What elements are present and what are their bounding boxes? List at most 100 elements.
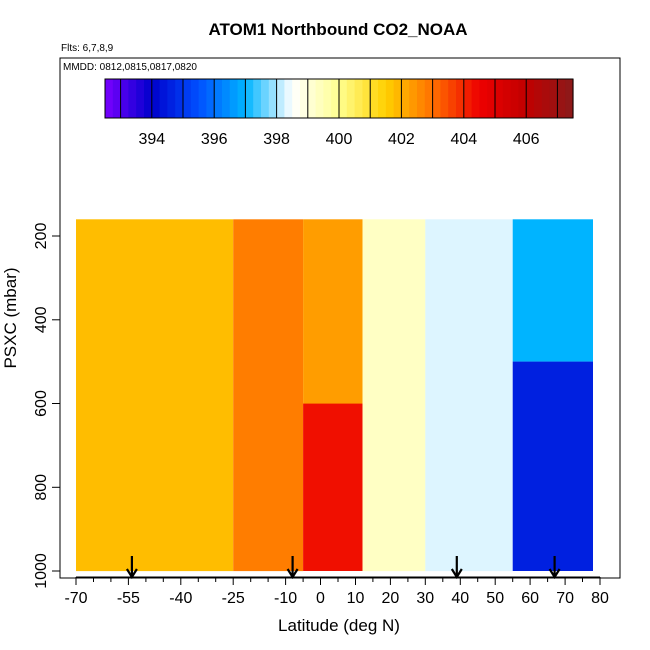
profile-arrow-head bbox=[450, 568, 463, 580]
colorbar-segment bbox=[495, 79, 504, 118]
y-tick-label: 1000 bbox=[33, 553, 50, 589]
colorbar-segment bbox=[502, 79, 512, 118]
colorbar-segment bbox=[206, 79, 215, 118]
heatmap-cell bbox=[233, 219, 304, 572]
colorbar-segment bbox=[120, 79, 129, 118]
colorbar-segment bbox=[385, 79, 395, 118]
colorbar-segment bbox=[268, 79, 278, 118]
colorbar-segment bbox=[354, 79, 363, 118]
colorbar-segment bbox=[167, 79, 176, 118]
colorbar-frame bbox=[104, 78, 574, 119]
colorbar bbox=[104, 78, 574, 119]
y-axis-label: PSXC (mbar) bbox=[1, 267, 20, 368]
x-tick-label: 10 bbox=[347, 590, 365, 607]
chart-title: ATOM1 Northbound CO2_NOAA bbox=[208, 20, 467, 39]
colorbar-segment bbox=[300, 79, 309, 118]
colorbar-tick-label: 398 bbox=[263, 131, 290, 148]
x-tick-label: 20 bbox=[382, 590, 400, 607]
x-tick-label: 70 bbox=[556, 590, 574, 607]
x-tick-label: 80 bbox=[591, 590, 609, 607]
colorbar-segment bbox=[190, 79, 200, 118]
profile-arrow-head bbox=[286, 568, 299, 580]
colorbar-segment bbox=[463, 79, 473, 118]
x-tick-label: 30 bbox=[416, 590, 434, 607]
colorbar-segment bbox=[401, 79, 410, 118]
colorbar-segment bbox=[479, 79, 488, 118]
colorbar-segment bbox=[534, 79, 543, 118]
x-tick-label: 40 bbox=[451, 590, 469, 607]
x-tick-label: -25 bbox=[222, 590, 245, 607]
colorbar-segment bbox=[510, 79, 519, 118]
colorbar-segment bbox=[417, 79, 426, 118]
colorbar-segment bbox=[331, 79, 340, 118]
colorbar-segment bbox=[409, 79, 418, 118]
heatmap-cell bbox=[512, 219, 593, 362]
y-tick-label: 600 bbox=[33, 390, 50, 417]
colorbar-segment bbox=[487, 79, 496, 118]
profile-arrow-head bbox=[548, 568, 561, 580]
colorbar-segment bbox=[565, 79, 574, 118]
x-axis: -70 -55 -40 -25 -10 0 10 20 30 40 50 60 70 80 bbox=[64, 576, 609, 607]
x-tick-label: -55 bbox=[117, 590, 140, 607]
colorbar-tick-labels: 394 396 398 400 402 404 406 bbox=[138, 131, 539, 148]
y-axis: 200 400 600 800 1000 bbox=[33, 223, 61, 589]
profile-arrow-head bbox=[125, 568, 138, 580]
heatmap-cell bbox=[512, 361, 593, 571]
colorbar-segment bbox=[136, 79, 145, 118]
x-tick-label: 60 bbox=[521, 590, 539, 607]
colorbar-tick-label: 406 bbox=[513, 131, 540, 148]
colorbar-tick-label: 400 bbox=[326, 131, 353, 148]
colorbar-segment bbox=[222, 79, 231, 118]
heatmap-cell bbox=[303, 219, 363, 404]
colorbar-segment bbox=[339, 79, 348, 118]
colorbar-segment bbox=[378, 79, 387, 118]
colorbar-segment bbox=[424, 79, 434, 118]
flights-note: Flts: 6,7,8,9 bbox=[61, 43, 114, 54]
x-tick-label: 0 bbox=[316, 590, 325, 607]
heatmap-cell bbox=[425, 219, 513, 572]
profile-arrows bbox=[125, 556, 561, 580]
colorbar-segment bbox=[112, 79, 122, 118]
colorbar-segment bbox=[557, 79, 566, 118]
colorbar-segment bbox=[432, 79, 441, 118]
co2-heatmap bbox=[76, 219, 593, 572]
colorbar-segment bbox=[253, 79, 262, 118]
colorbar-tick-label: 394 bbox=[138, 131, 165, 148]
colorbar-segment bbox=[229, 79, 239, 118]
colorbar-segment bbox=[471, 79, 480, 118]
colorbar-segment bbox=[198, 79, 207, 118]
colorbar-tick-label: 396 bbox=[201, 131, 228, 148]
colorbar-segment bbox=[105, 79, 114, 118]
y-tick-label: 200 bbox=[33, 223, 50, 250]
x-tick-label: -40 bbox=[169, 590, 192, 607]
colorbar-segment bbox=[159, 79, 168, 118]
colorbar-segment bbox=[237, 79, 246, 118]
colorbar-segment bbox=[370, 79, 379, 118]
colorbar-segment bbox=[307, 79, 317, 118]
colorbar-segment bbox=[393, 79, 402, 118]
colorbar-tick-label: 402 bbox=[388, 131, 415, 148]
colorbar-segment bbox=[183, 79, 192, 118]
x-tick-label: -70 bbox=[64, 590, 87, 607]
colorbar-segment bbox=[214, 79, 223, 118]
colorbar-segment bbox=[346, 79, 356, 118]
colorbar-segment bbox=[362, 79, 371, 118]
dates-note: MMDD: 0812,0815,0817,0820 bbox=[63, 62, 197, 73]
colorbar-segment bbox=[549, 79, 558, 118]
colorbar-segment bbox=[261, 79, 270, 118]
colorbar-segment bbox=[323, 79, 332, 118]
x-tick-label: -10 bbox=[274, 590, 297, 607]
colorbar-segment bbox=[518, 79, 527, 118]
colorbar-segment bbox=[128, 79, 137, 118]
heatmap-cell bbox=[303, 403, 363, 571]
colorbar-segment bbox=[541, 79, 551, 118]
colorbar-segment bbox=[448, 79, 457, 118]
heatmap-cell bbox=[362, 219, 426, 572]
colorbar-segment bbox=[456, 79, 465, 118]
colorbar-segment bbox=[245, 79, 254, 118]
colorbar-tick-label: 404 bbox=[450, 131, 477, 148]
colorbar-segment bbox=[284, 79, 293, 118]
colorbar-segment bbox=[440, 79, 449, 118]
colorbar-segment bbox=[144, 79, 153, 118]
